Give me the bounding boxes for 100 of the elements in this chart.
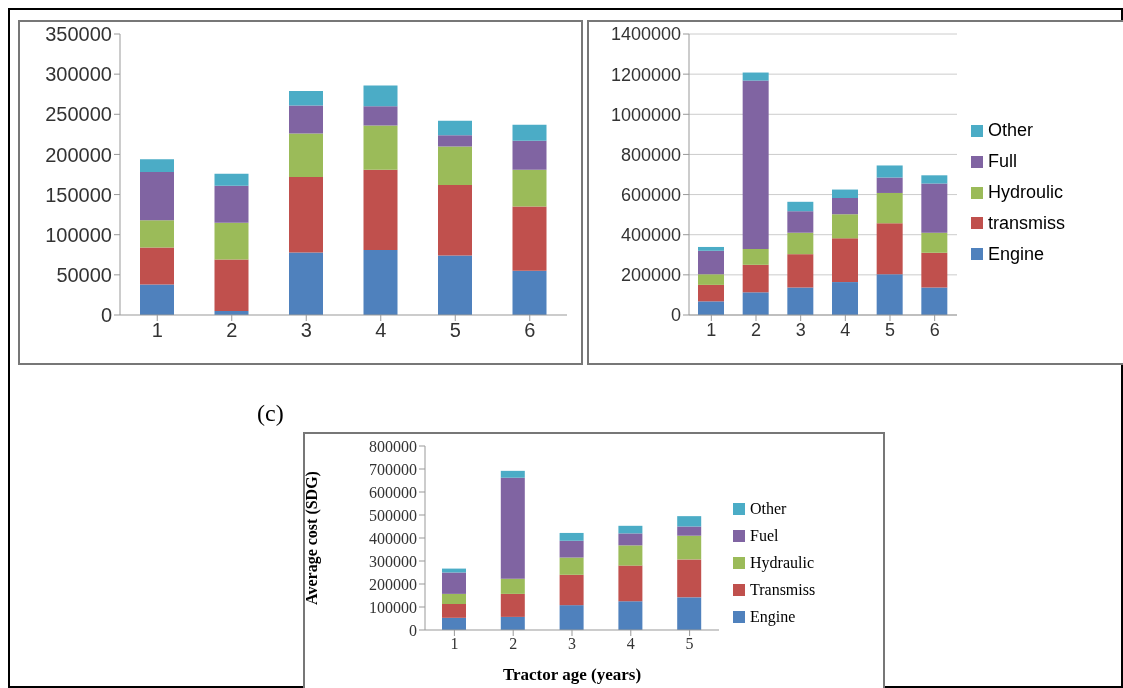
bar: [512, 124, 547, 141]
bar: [677, 597, 702, 630]
bar: [618, 601, 643, 630]
y-tick-label: 200000: [620, 265, 681, 286]
bar: [787, 232, 814, 255]
y-tick-label: 100000: [45, 223, 112, 246]
bar: [742, 292, 769, 315]
bar: [500, 470, 525, 478]
y-axis-title: Average cost (SDG): [302, 471, 321, 605]
bar: [438, 146, 472, 185]
bar: [559, 540, 584, 558]
bar: [832, 282, 858, 315]
bar: [832, 197, 858, 215]
y-tick-label: 600000: [620, 184, 681, 205]
y-tick-label: 200000: [369, 575, 417, 593]
bar: [921, 175, 948, 184]
y-tick-label: 100000: [369, 598, 417, 616]
bar: [512, 140, 547, 170]
bar: [512, 270, 547, 315]
y-tick-label: 1400000: [610, 24, 681, 45]
bar: [677, 559, 702, 598]
legend-label: Engine: [988, 243, 1045, 265]
bar: [698, 301, 724, 315]
x-tick-label: 3: [300, 319, 312, 342]
bar: [442, 568, 466, 573]
y-tick-label: 50000: [56, 263, 112, 286]
x-axis-title: Tractor age (years): [502, 665, 642, 684]
x-tick-label: 2: [226, 319, 238, 342]
x-tick-label: 2: [509, 635, 518, 653]
y-tick-label: 1200000: [610, 64, 681, 85]
bar: [921, 183, 948, 233]
bar: [363, 85, 398, 107]
bar: [559, 532, 584, 541]
bar: [438, 135, 472, 147]
y-tick-label: 0: [409, 621, 417, 639]
bar: [876, 274, 903, 315]
bar: [876, 192, 903, 224]
bar: [289, 91, 323, 106]
bar: [442, 604, 466, 618]
y-tick-label: 350000: [45, 23, 112, 46]
bar: [618, 565, 643, 602]
bar: [559, 605, 584, 630]
bar: [921, 252, 948, 288]
bar: [876, 223, 903, 275]
bar: [832, 238, 858, 283]
y-tick-label: 1000000: [610, 104, 681, 125]
legend-label: Hydroulic: [988, 182, 1064, 203]
bar: [500, 616, 525, 630]
bar: [140, 159, 174, 173]
legend-label: Engine: [750, 607, 796, 626]
bar: [559, 574, 584, 606]
bar: [512, 206, 547, 271]
x-tick-label: 5: [449, 319, 461, 342]
x-tick-label: 1: [151, 319, 163, 342]
x-tick-label: 6: [929, 319, 940, 340]
bar: [832, 189, 858, 198]
bar: [214, 222, 249, 260]
bar: [140, 172, 174, 221]
bar: [698, 274, 724, 285]
y-tick-label: 250000: [45, 103, 112, 126]
bar: [742, 248, 769, 265]
y-tick-label: 500000: [369, 506, 417, 524]
y-tick-label: 400000: [369, 529, 417, 547]
bar: [438, 184, 472, 256]
bar: [677, 526, 702, 536]
bar: [921, 287, 948, 315]
bar: [677, 535, 702, 560]
bar: [363, 169, 398, 250]
bar: [512, 169, 547, 207]
bar: [442, 593, 466, 605]
y-tick-label: 0: [670, 305, 681, 326]
y-tick-label: 400000: [620, 225, 681, 246]
bar: [677, 516, 702, 527]
bar: [832, 214, 858, 239]
bar: [698, 246, 724, 251]
bar: [214, 173, 249, 186]
legend-label: Other: [988, 120, 1034, 142]
bar: [363, 125, 398, 170]
bar: [500, 593, 525, 617]
bar: [289, 105, 323, 134]
legend-label: Fuel: [750, 527, 779, 546]
bar: [289, 252, 323, 315]
y-tick-label: 800000: [620, 144, 681, 165]
bar: [921, 232, 948, 253]
x-tick-label: 6: [524, 319, 536, 342]
bar: [787, 287, 814, 315]
x-tick-label: 4: [375, 319, 387, 342]
bar: [618, 533, 643, 546]
bar: [140, 220, 174, 248]
legend-label: Full: [988, 151, 1018, 173]
y-tick-label: 800000: [369, 437, 417, 455]
legend-label: transmiss: [988, 212, 1066, 234]
x-tick-label: 3: [795, 319, 806, 340]
y-tick-label: 300000: [369, 552, 417, 570]
x-tick-label: 2: [750, 319, 762, 340]
bar: [500, 578, 525, 594]
y-tick-label: 600000: [369, 483, 417, 501]
legend-label: Transmiss: [750, 580, 816, 599]
bar: [438, 120, 472, 136]
x-tick-label: 5: [884, 319, 896, 340]
